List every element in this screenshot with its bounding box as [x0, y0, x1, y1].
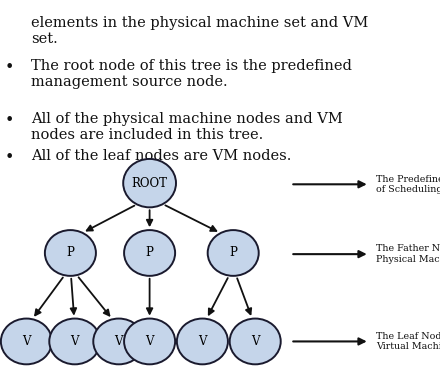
Ellipse shape — [124, 319, 175, 364]
Text: V: V — [114, 335, 123, 348]
Text: P: P — [229, 246, 237, 260]
Text: V: V — [22, 335, 31, 348]
Text: All of the physical machine nodes and VM
nodes are included in this tree.: All of the physical machine nodes and VM… — [31, 112, 343, 142]
Text: P: P — [66, 246, 74, 260]
Ellipse shape — [49, 319, 100, 364]
Text: The Father Node of the
Physical Machine: The Father Node of the Physical Machine — [376, 244, 440, 264]
Ellipse shape — [1, 319, 52, 364]
Ellipse shape — [124, 230, 175, 276]
Ellipse shape — [208, 230, 259, 276]
Text: The Leaf Node of
Virtual Machine: The Leaf Node of Virtual Machine — [376, 332, 440, 351]
Text: •: • — [4, 149, 14, 166]
Text: The Predefined Node
of Scheduling Sever: The Predefined Node of Scheduling Sever — [376, 175, 440, 194]
Text: V: V — [198, 335, 207, 348]
Text: elements in the physical machine set and VM
set.: elements in the physical machine set and… — [31, 16, 368, 46]
Ellipse shape — [45, 230, 96, 276]
Ellipse shape — [177, 319, 228, 364]
Text: V: V — [70, 335, 79, 348]
Text: All of the leaf nodes are VM nodes.: All of the leaf nodes are VM nodes. — [31, 149, 291, 163]
Text: The root node of this tree is the predefined
management source node.: The root node of this tree is the predef… — [31, 59, 352, 89]
Text: ROOT: ROOT — [132, 177, 168, 190]
Ellipse shape — [123, 159, 176, 207]
Text: P: P — [146, 246, 154, 260]
Ellipse shape — [93, 319, 144, 364]
Text: V: V — [145, 335, 154, 348]
Ellipse shape — [230, 319, 281, 364]
Text: •: • — [4, 112, 14, 129]
Text: •: • — [4, 59, 14, 76]
Text: V: V — [251, 335, 260, 348]
